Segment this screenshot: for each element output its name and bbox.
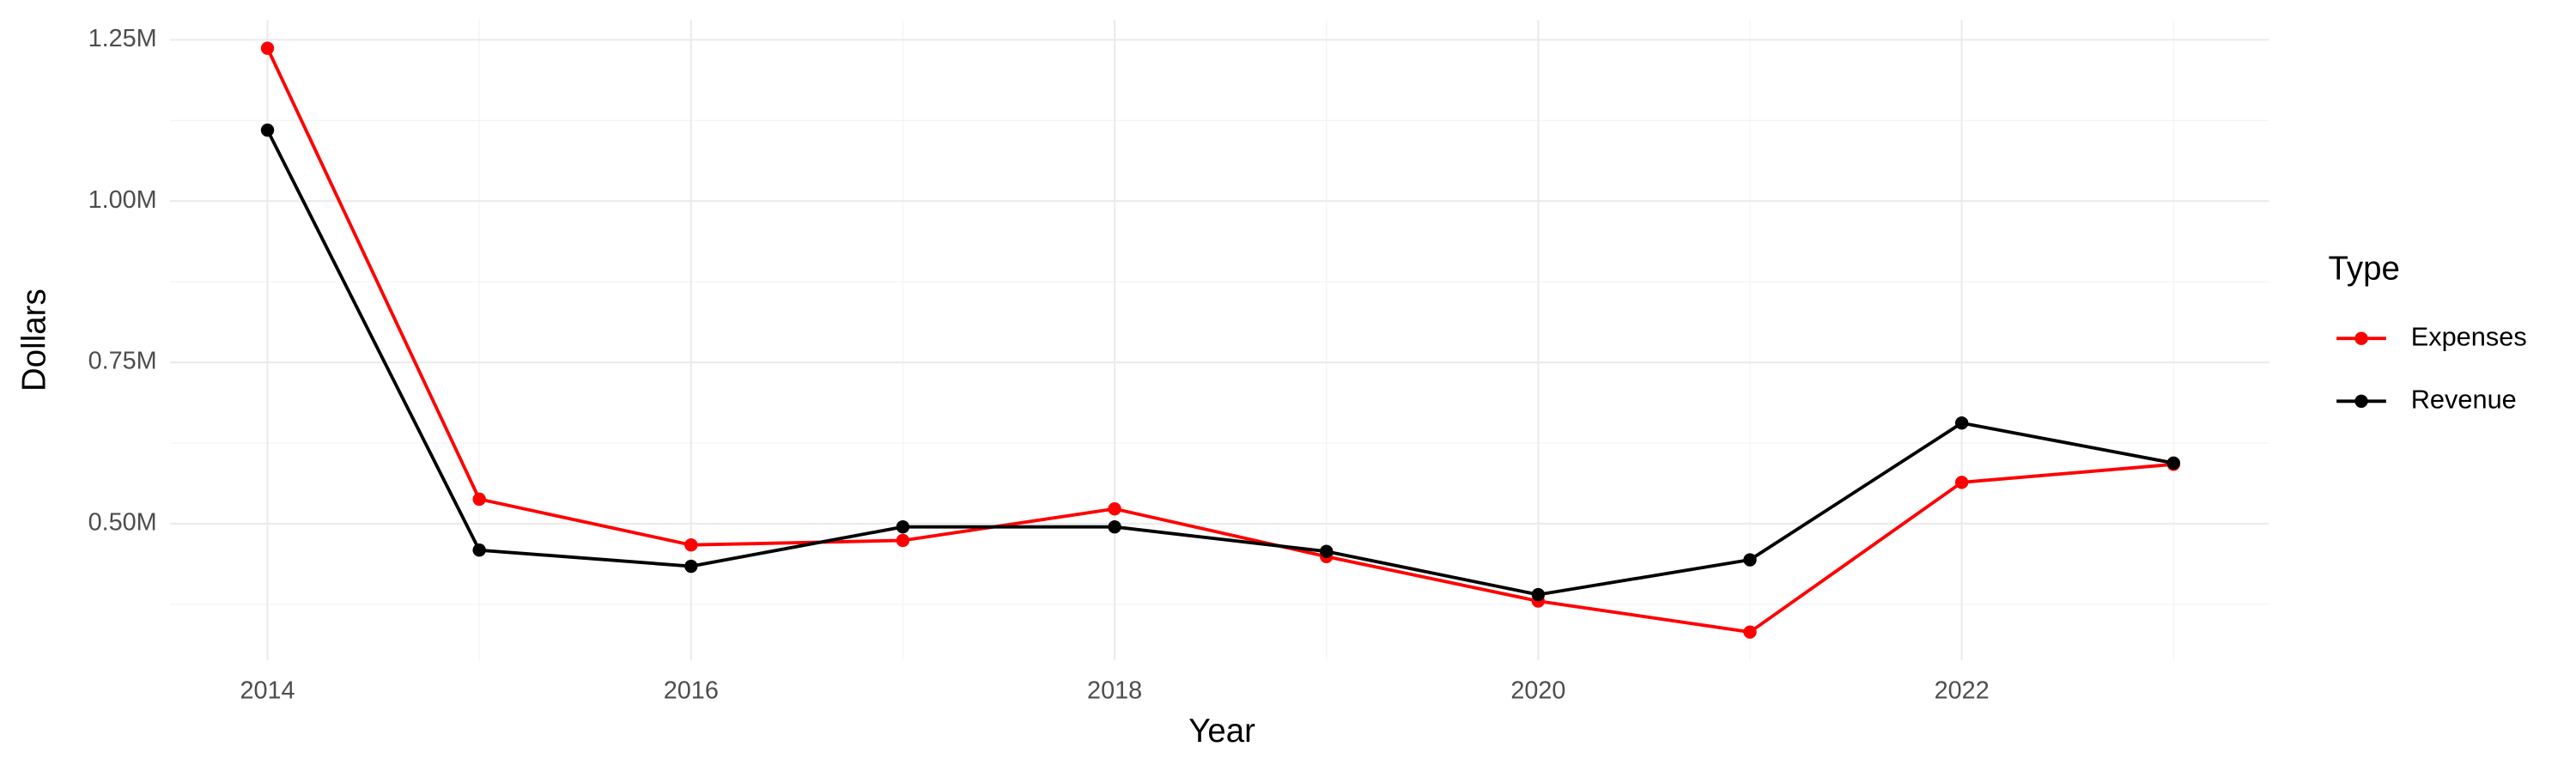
data-point [472,492,486,507]
y-axis-title: Dollars [15,288,52,392]
legend-key-point [2354,394,2368,408]
x-axis-title: Year [1188,713,1255,750]
series-line [265,47,2174,634]
data-point [684,538,698,552]
data-point [896,533,910,548]
y-tick-label: 1.00M [88,186,157,214]
data-point [2166,456,2181,470]
y-tick-label: 1.25M [88,25,157,52]
series-line [265,129,2174,597]
data-point [1108,519,1121,534]
data-point [1954,416,1969,430]
x-tick-label: 2022 [1935,677,1990,704]
legend-title: Type [2329,251,2400,288]
data-point [1954,476,1969,489]
legend-key-point [2354,331,2368,345]
x-tick-label: 2018 [1087,677,1142,704]
y-tick-label: 0.75M [88,348,157,375]
data-point [472,543,486,557]
data-point [684,559,698,574]
data-point [1743,625,1757,639]
data-point [896,519,910,534]
legend-label: Expenses [2411,321,2527,351]
x-tick-label: 2020 [1510,677,1565,704]
x-tick-label: 2014 [240,677,295,704]
data-point [260,123,275,137]
data-point [1531,587,1546,602]
legend-label: Revenue [2411,384,2517,414]
y-tick-label: 0.50M [88,509,157,537]
data-point [1320,544,1334,558]
data-point [260,41,275,55]
data-point [1108,501,1121,516]
data-point [1743,553,1757,567]
x-tick-label: 2016 [664,677,719,704]
